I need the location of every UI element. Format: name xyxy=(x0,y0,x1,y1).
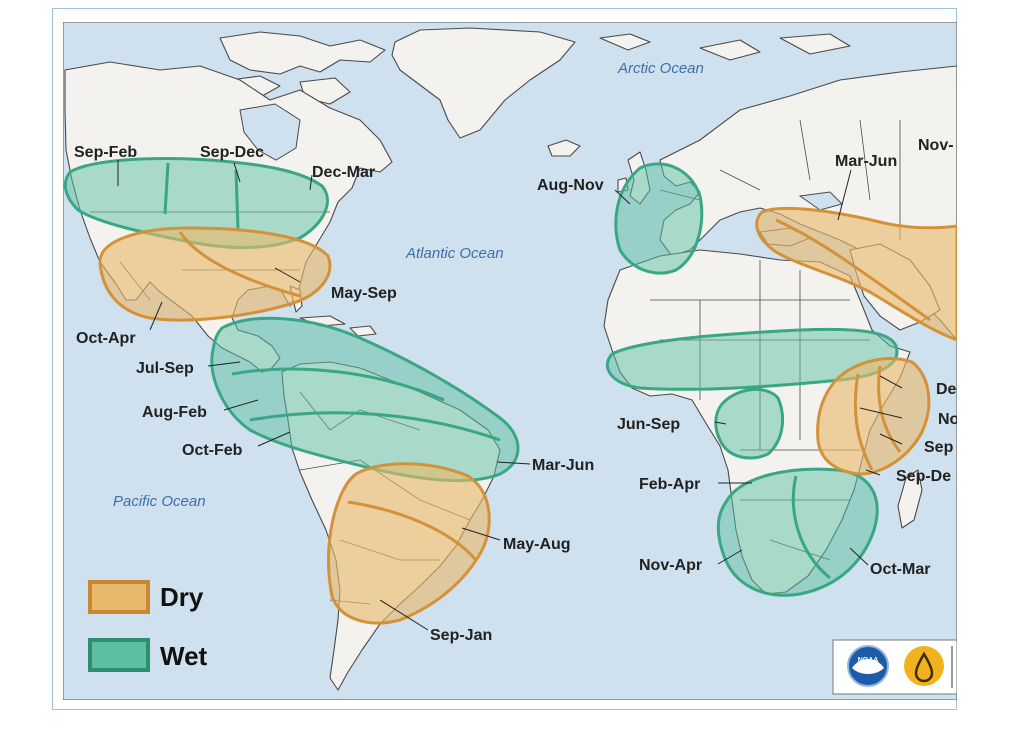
label-ca-jul-sep: Jul-Sep xyxy=(136,360,194,377)
svg-text:NOAA: NOAA xyxy=(858,657,879,664)
label-ea-de: De xyxy=(936,381,957,398)
arctic-ocean-label: Arctic Ocean xyxy=(617,60,704,77)
label-eu-aug-nov: Aug-Nov xyxy=(537,177,604,194)
label-me-mar-jun: Mar-Jun xyxy=(835,153,897,170)
atlantic-ocean-label: Atlantic Ocean xyxy=(405,245,504,262)
legend-wet-label: Wet xyxy=(160,641,208,671)
drought-logo xyxy=(904,646,944,686)
label-ea-sep: Sep xyxy=(924,439,954,456)
legend-dry-label: Dry xyxy=(160,582,204,612)
label-sa-may-aug: May-Aug xyxy=(503,536,571,553)
label-na-dec-mar: Dec-Mar xyxy=(312,164,375,181)
label-na-sep-feb: Sep-Feb xyxy=(74,144,137,161)
pacific-ocean-label: Pacific Ocean xyxy=(113,493,206,510)
legend-dry-swatch xyxy=(88,580,150,614)
label-ca-aug-feb: Aug-Feb xyxy=(142,404,207,421)
dry-region-north-america xyxy=(98,226,332,322)
label-af-jun-sep: Jun-Sep xyxy=(617,416,680,433)
label-sa-mar-jun: Mar-Jun xyxy=(532,457,594,474)
label-na-oct-apr: Oct-Apr xyxy=(76,330,136,347)
label-ea-no: No xyxy=(938,411,957,428)
wet-region-central-africa xyxy=(714,387,785,460)
dry-region-south-america xyxy=(327,462,491,625)
dry-region-middle-east-asia xyxy=(755,206,957,342)
label-na-may-sep: May-Sep xyxy=(331,285,397,302)
label-as-nov: Nov- xyxy=(918,137,954,154)
land-madagascar xyxy=(897,469,923,529)
label-ea-sep-de: Sep-De xyxy=(896,468,951,485)
label-af-nov-apr: Nov-Apr xyxy=(639,557,702,574)
legend: Dry Wet xyxy=(88,580,208,672)
label-sa-sep-jan: Sep-Jan xyxy=(430,627,492,644)
label-ca-oct-feb: Oct-Feb xyxy=(182,442,243,459)
label-af-feb-apr: Feb-Apr xyxy=(639,476,700,493)
noaa-logo: NOAA xyxy=(847,645,889,687)
logo-box: NOAA xyxy=(832,639,957,695)
land-arctic-islands xyxy=(219,31,386,75)
label-af-oct-mar: Oct-Mar xyxy=(870,561,930,578)
wet-region-europe xyxy=(614,162,704,275)
wet-region-north-america xyxy=(63,157,329,250)
legend-wet-swatch xyxy=(88,638,150,672)
leader-lines xyxy=(117,160,903,631)
label-na-sep-dec: Sep-Dec xyxy=(200,144,264,161)
land-greenland xyxy=(391,27,576,139)
seasonal-precipitation-map: Arctic Ocean Atlantic Ocean Pacific Ocea… xyxy=(63,22,957,700)
